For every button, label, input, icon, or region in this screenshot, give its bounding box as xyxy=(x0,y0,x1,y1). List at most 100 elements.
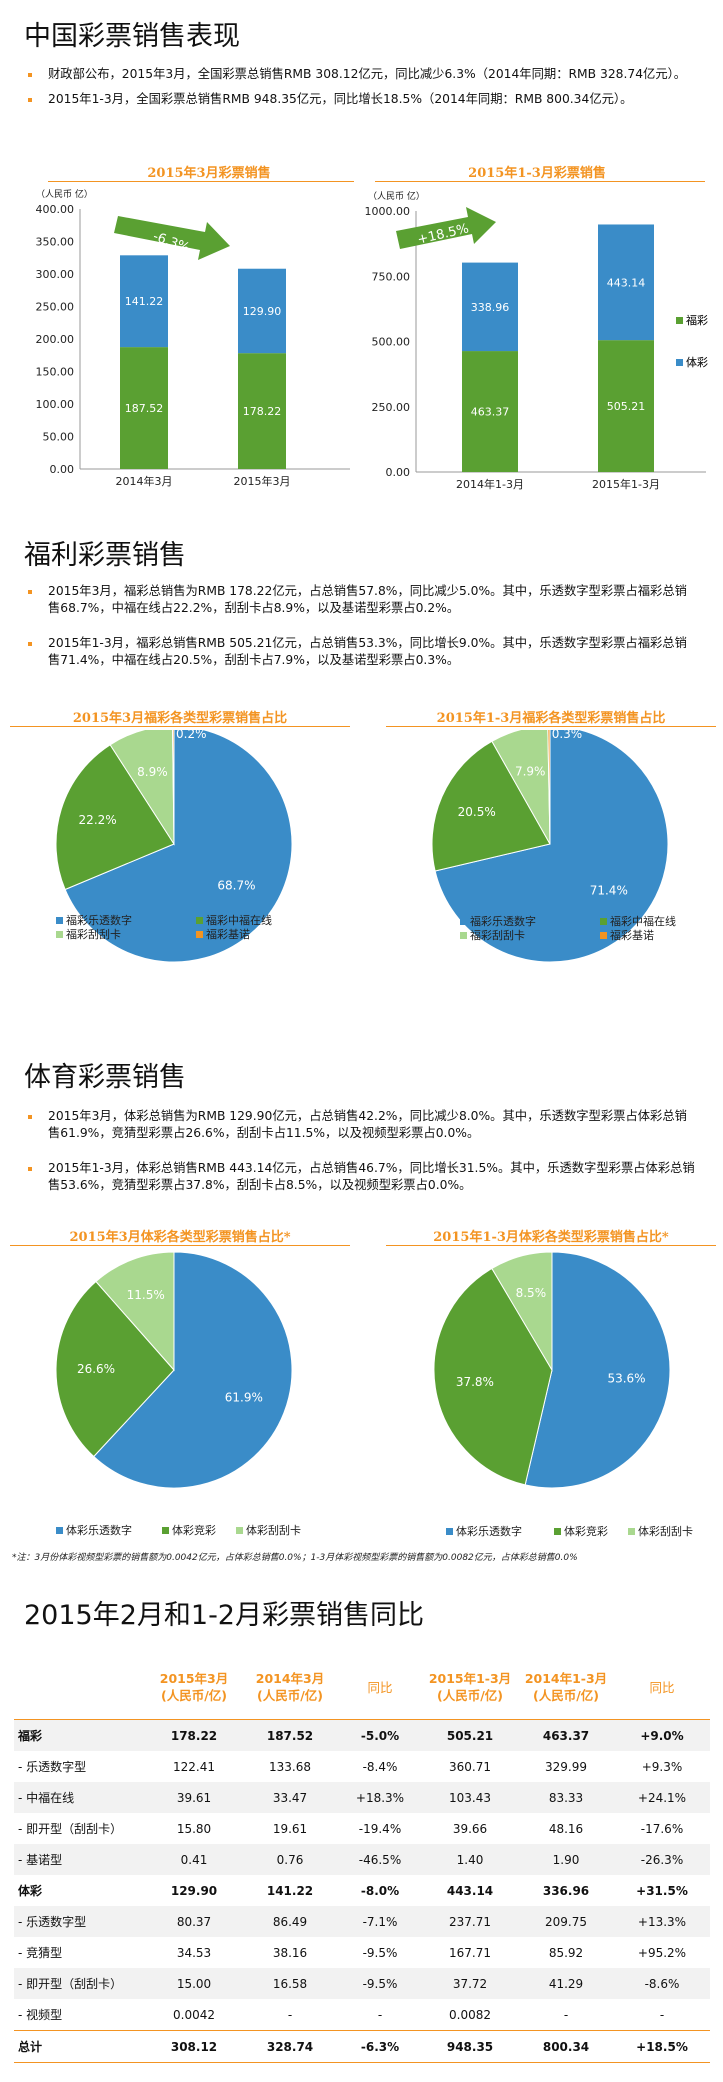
bar-chart-march: （人民币 亿） 0.00 50.00 100.00 150.00 200.00 250.00… xyxy=(36,188,350,488)
y-tick-label: 250.00 xyxy=(36,301,75,314)
table-cell: 141.22 xyxy=(266,1883,314,1898)
row-label-cell: - 即开型（刮刮卡） xyxy=(14,1968,146,1999)
pie-4-title: 2015年1-3月体彩各类型彩票销售占比* xyxy=(433,1230,669,1245)
pie-slice xyxy=(524,1251,671,1489)
table-cell: 0.0082 xyxy=(449,2007,491,2022)
y-tick-label: 150.00 xyxy=(36,366,75,379)
divider xyxy=(386,1245,716,1246)
legend-label: 福彩乐透数字 xyxy=(470,914,536,928)
table-cell: -6.3% xyxy=(338,2030,422,2063)
growth-arrow: -6.3% xyxy=(114,216,230,260)
pie-slice xyxy=(55,1280,175,1458)
pie-slice xyxy=(93,1251,293,1489)
bar-value-label: 463.37 xyxy=(471,406,510,419)
row-label-cell: - 竞猜型 xyxy=(18,1946,63,1960)
bullet-item: 2015年1-3月，福彩总销售RMB 505.21亿元，占总销售53.3%，同比… xyxy=(24,635,696,669)
bar-segment xyxy=(120,255,168,348)
table-row: 福彩 178.22 187.52 -5.0% 505.21 463.37 +9.0% xyxy=(14,1719,710,1751)
table-row: - 即开型（刮刮卡） 15.80 19.61 -19.4% 39.66 48.16 -17.… xyxy=(14,1813,710,1844)
legend-label: 体彩刮刮卡 xyxy=(638,1524,693,1538)
table-cell: 86.49 xyxy=(242,1906,338,1937)
table-cell: +31.5% xyxy=(636,1883,688,1898)
pie-slice xyxy=(433,1267,553,1486)
bullet-text: 2015年1-3月，福彩总销售RMB 505.21亿元，占总销售53.3%，同比… xyxy=(48,636,687,667)
bar-chart-1-title: 2015年3月彩票销售 xyxy=(147,166,271,181)
table-cell: 308.12 xyxy=(146,2030,242,2063)
table-cell: 83.33 xyxy=(518,1782,614,1813)
table-cell: 80.37 xyxy=(146,1906,242,1937)
table-cell: 16.58 xyxy=(242,1968,338,1999)
y-tick-label: 0.00 xyxy=(386,466,411,479)
table-header-cell: 同比 xyxy=(338,1655,422,1720)
pie-slice xyxy=(491,730,551,845)
pie-value-label: 20.5% xyxy=(458,805,496,819)
section-title-comparison: 2015年2月和1-2月彩票销售同比 xyxy=(24,1600,424,1631)
table-cell: 15.00 xyxy=(146,1968,242,1999)
table-cell: - xyxy=(287,2007,293,2022)
pie-slice xyxy=(491,1251,553,1372)
table-cell: 800.34 xyxy=(518,2030,614,2063)
pie-1-title: 2015年3月福彩各类型彩票销售占比 xyxy=(72,711,288,726)
y-tick-label: 750.00 xyxy=(372,270,411,283)
pie-value-label: 53.6% xyxy=(607,1372,645,1386)
table-cell: 328.74 xyxy=(242,2030,338,2063)
row-label-cell: - 视频型 xyxy=(18,2008,63,2022)
table-cell: +18.3% xyxy=(338,1782,422,1813)
pie-value-label: 11.5% xyxy=(127,1288,165,1302)
bullet-icon xyxy=(28,1167,32,1171)
bar-segment xyxy=(238,268,286,354)
legend-label: 福彩 xyxy=(686,313,708,327)
pie-slice xyxy=(431,740,551,872)
section-title-china-lottery: 中国彩票销售表现 xyxy=(24,21,240,52)
bullet-text: 2015年1-3月，体彩总销售RMB 443.14亿元，占总销售46.7%，同比… xyxy=(48,1161,695,1192)
table-cell: 33.47 xyxy=(242,1782,338,1813)
legend-swatch xyxy=(162,1527,169,1534)
y-tick-label: 300.00 xyxy=(36,268,75,281)
table-cell: 39.61 xyxy=(146,1782,242,1813)
table-header-cell: 2015年3月 (人民币/亿) xyxy=(146,1655,242,1720)
section-title-welfare-lottery: 福利彩票销售 xyxy=(24,540,186,571)
sports-bullets: 2015年3月，体彩总销售为RMB 129.90亿元，占总销售42.2%，同比减… xyxy=(24,1108,696,1202)
table-cell: 948.35 xyxy=(422,2030,518,2063)
table-cell: -8.0% xyxy=(360,1883,400,1898)
welfare-bullets: 2015年3月，福彩总销售为RMB 178.22亿元，占总销售57.8%，同比减… xyxy=(24,583,696,677)
bar-segment xyxy=(598,340,654,472)
table-cell: 209.75 xyxy=(518,1906,614,1937)
legend-swatch xyxy=(628,1528,635,1535)
table-cell: 103.43 xyxy=(422,1782,518,1813)
section-title-sports-lottery: 体育彩票销售 xyxy=(24,1062,186,1093)
table-cell: - xyxy=(563,2007,569,2022)
bar-segment xyxy=(462,351,518,472)
table-cell: 167.71 xyxy=(449,1945,491,1960)
table-cell: -8.4% xyxy=(362,1759,398,1774)
table-row: 体彩 129.90 141.22 -8.0% 443.14 336.96 +31.5% xyxy=(14,1875,710,1906)
table-cell: 237.71 xyxy=(422,1906,518,1937)
legend-swatch xyxy=(676,317,683,324)
table-cell: -5.0% xyxy=(338,1719,422,1751)
table-cell: 0.76 xyxy=(242,1844,338,1875)
table-cell: -46.5% xyxy=(338,1844,422,1875)
pie-value-label: 0.3% xyxy=(552,730,583,741)
x-tick-label: 2014年3月 xyxy=(116,474,173,488)
table-cell: -17.6% xyxy=(640,1821,684,1836)
bar-segment xyxy=(462,262,518,352)
pie-value-label: 0.2% xyxy=(176,730,207,741)
legend-swatch xyxy=(676,359,683,366)
table-row: - 中福在线 39.61 33.47 +18.3% 103.43 83.33 +24.1% xyxy=(14,1782,710,1813)
table-cell: +18.5% xyxy=(614,2030,710,2063)
table-cell: 129.90 xyxy=(170,1883,218,1898)
table-header-cell xyxy=(14,1655,146,1720)
legend-swatch xyxy=(56,917,63,924)
table-cell: 48.16 xyxy=(548,1821,584,1836)
y-axis-label: （人民币 亿） xyxy=(368,190,425,202)
table-cell: 0.0042 xyxy=(173,2007,215,2022)
legend-label: 体彩乐透数字 xyxy=(456,1524,522,1538)
table-cell: 19.61 xyxy=(272,1821,308,1836)
divider xyxy=(10,726,350,727)
pie-2-title: 2015年1-3月福彩各类型彩票销售占比 xyxy=(436,711,666,726)
table-cell: 41.29 xyxy=(518,1968,614,1999)
legend-swatch xyxy=(460,932,467,939)
legend-swatch xyxy=(236,1527,243,1534)
table-cell: -26.3% xyxy=(614,1844,710,1875)
